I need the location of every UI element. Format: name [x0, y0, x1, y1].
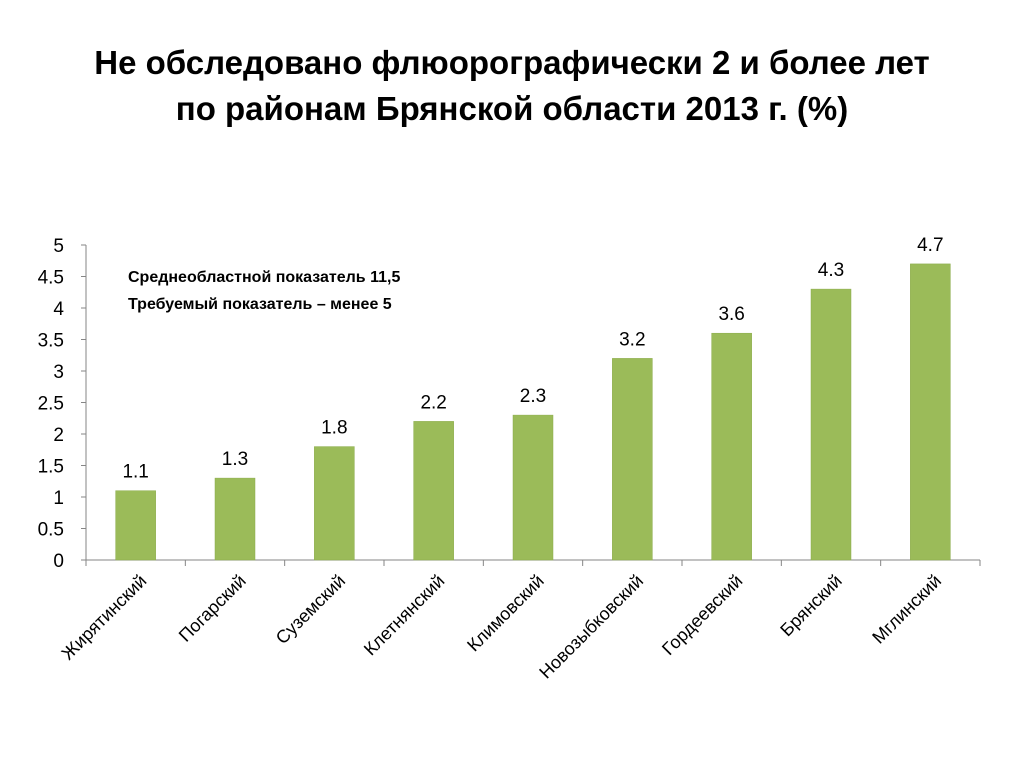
x-category-label: Климовский: [463, 571, 548, 656]
x-category-label: Клетнянский: [360, 571, 449, 660]
y-tick-label: 2: [53, 425, 64, 446]
x-category-label: Новозыбковский: [535, 571, 647, 683]
y-tick-label: 2.5: [38, 394, 64, 415]
page-title: Не обследовано флюорографически 2 и боле…: [40, 40, 984, 132]
bar: [413, 421, 454, 561]
chart-annotations: Среднеобластной показатель 11,5 Требуемы…: [128, 264, 400, 318]
y-tick-label: 1: [53, 488, 64, 509]
bar: [314, 446, 355, 561]
y-tick-label: 5: [53, 236, 64, 257]
bar-value-label: 2.3: [520, 386, 546, 407]
y-tick-label: 0.5: [38, 520, 64, 541]
bar-value-label: 3.6: [718, 304, 744, 325]
bar: [711, 332, 752, 561]
page-title-line-2: по районам Брянской области 2013 г. (%): [175, 90, 849, 127]
bar-value-label: 4.3: [818, 260, 844, 281]
bar-value-label: 2.2: [420, 392, 446, 413]
required-target-note: Требуемый показатель – менее 5: [128, 296, 392, 313]
bar: [612, 358, 653, 561]
x-category-label: Жирятинский: [58, 571, 151, 664]
bar: [910, 263, 951, 561]
bar: [214, 477, 256, 561]
bar-value-label: 1.1: [122, 462, 148, 483]
regional-average-note: Среднеобластной показатель 11,5: [128, 269, 401, 286]
y-tick-label: 0: [53, 551, 64, 572]
bar-value-label: 1.3: [222, 449, 248, 470]
page-title-line-1: Не обследовано флюорографически 2 и боле…: [94, 44, 930, 81]
y-tick-label: 4: [53, 299, 64, 320]
y-tick-label: 1.5: [38, 457, 64, 478]
x-category-label: Брянский: [776, 571, 846, 641]
bar: [512, 414, 554, 561]
bar: [810, 288, 852, 561]
x-category-label: Гордеевский: [658, 571, 746, 659]
y-tick-label: 4.5: [38, 268, 64, 289]
bar-value-label: 4.7: [917, 235, 943, 256]
bar-value-label: 3.2: [619, 329, 645, 350]
y-tick-label: 3.5: [38, 331, 64, 352]
y-tick-label: 3: [53, 362, 64, 383]
x-category-label: Мглинский: [868, 571, 945, 648]
bar-value-label: 1.8: [321, 418, 347, 439]
x-category-label: Погарский: [175, 571, 250, 646]
bar: [115, 490, 156, 561]
x-category-label: Суземский: [272, 571, 349, 648]
